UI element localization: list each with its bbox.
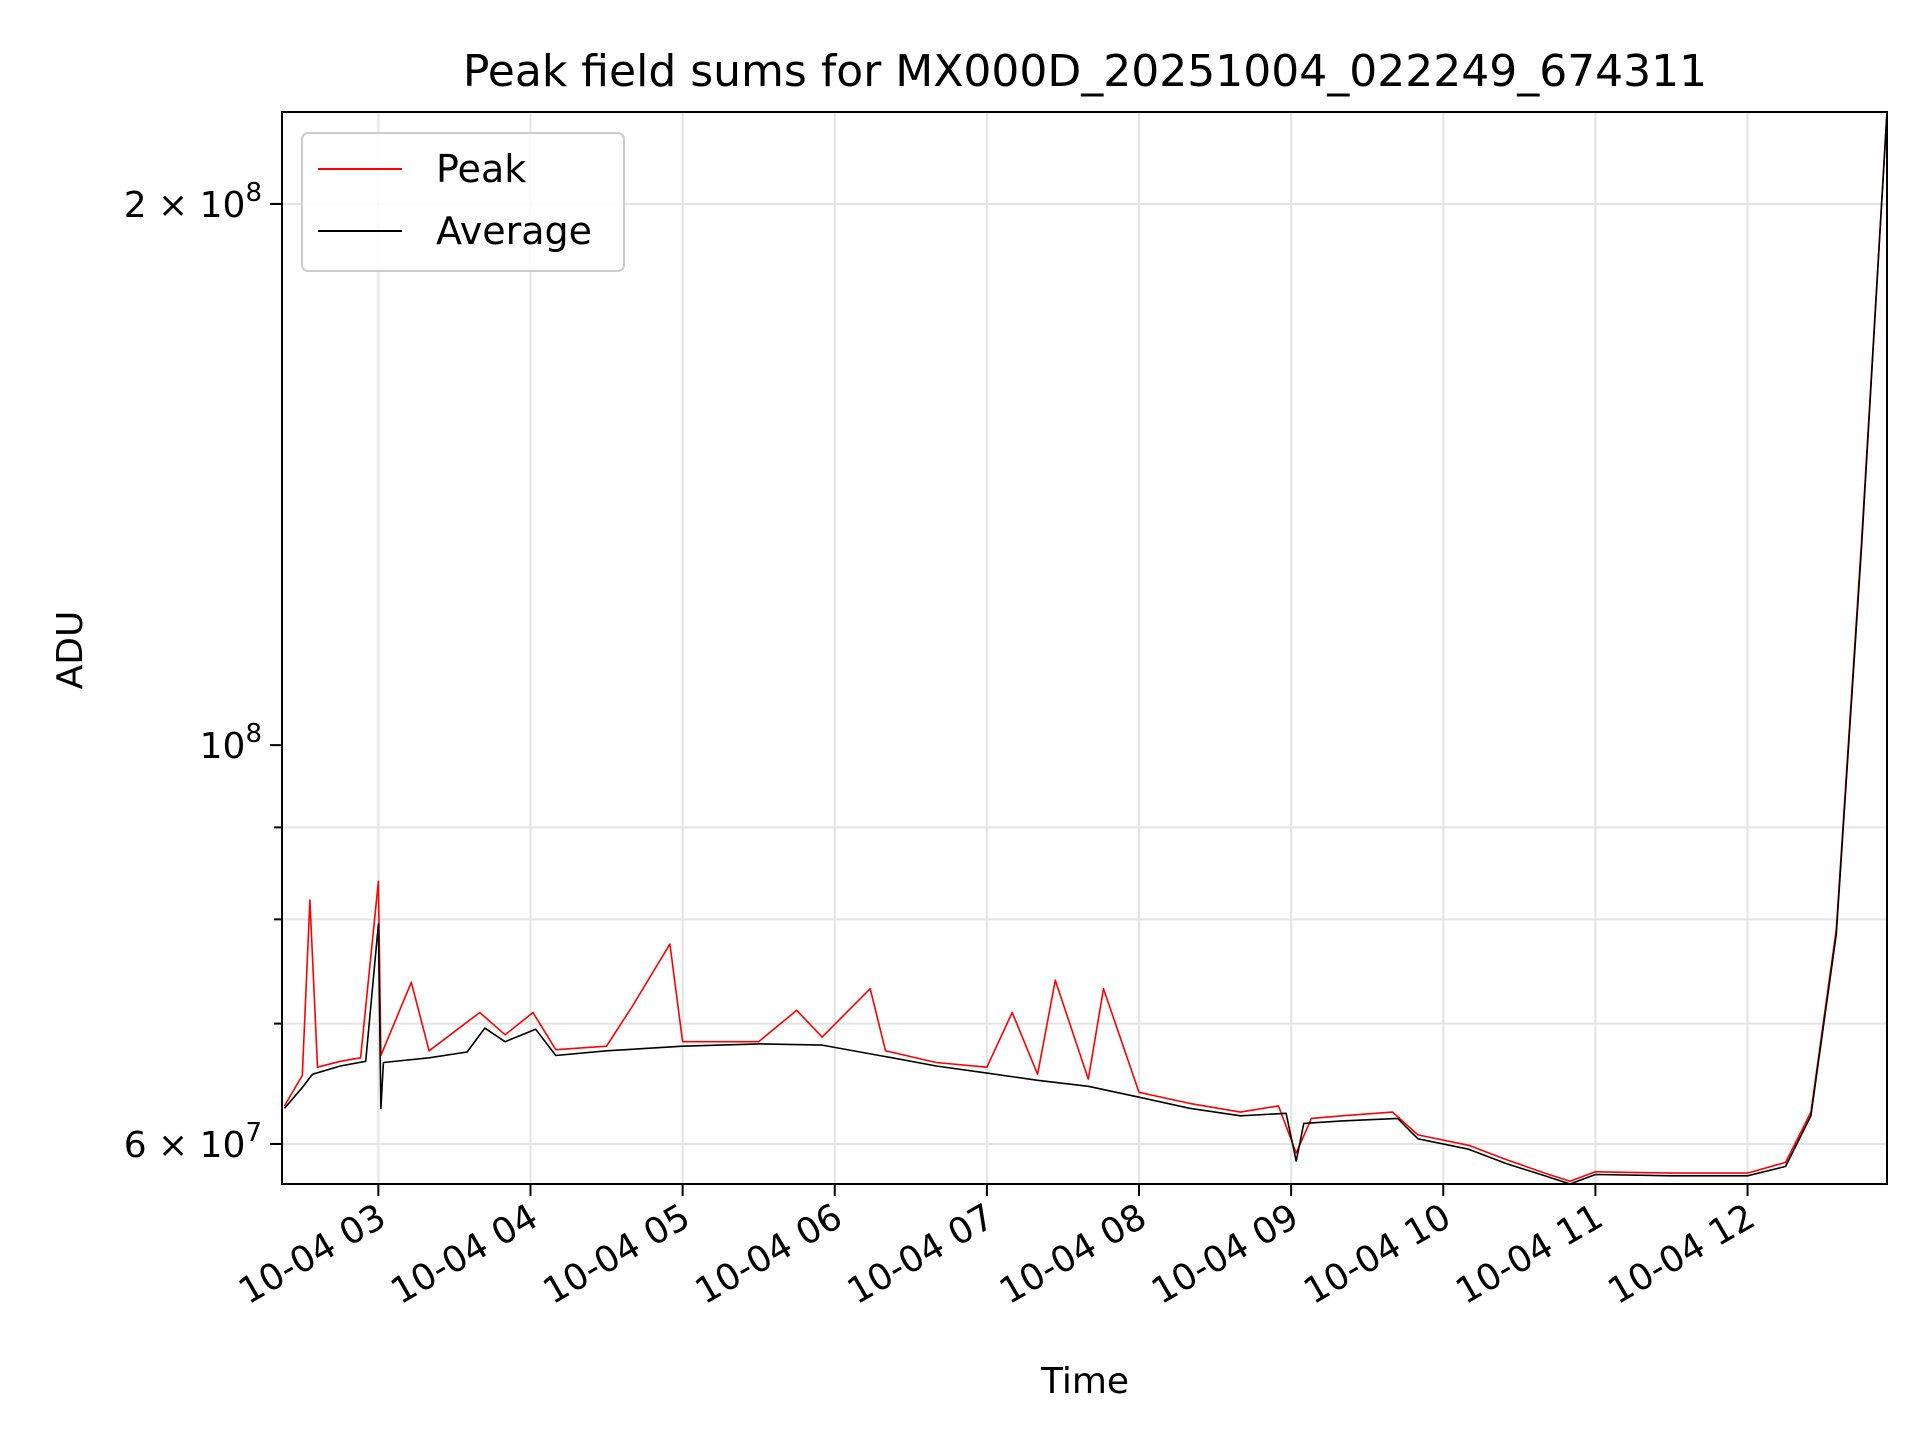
series-line-average [283,112,1887,1184]
y-axis-label: ADU [50,611,91,690]
y-tick-label: 108 [200,719,262,767]
chart-title: Peak field sums for MX000D_20251004_0222… [463,46,1707,97]
series-group [283,112,1887,1184]
legend-box [301,132,625,272]
y-tick-label: 6 × 107 [124,1118,262,1166]
y-tick-label: 2 × 108 [124,178,262,226]
plot-frame [281,111,1888,1185]
series-line-peak [283,112,1887,1183]
x-axis-label: Time [1040,1361,1129,1402]
legend-label: Peak [436,147,526,191]
legend-label: Average [436,209,592,253]
